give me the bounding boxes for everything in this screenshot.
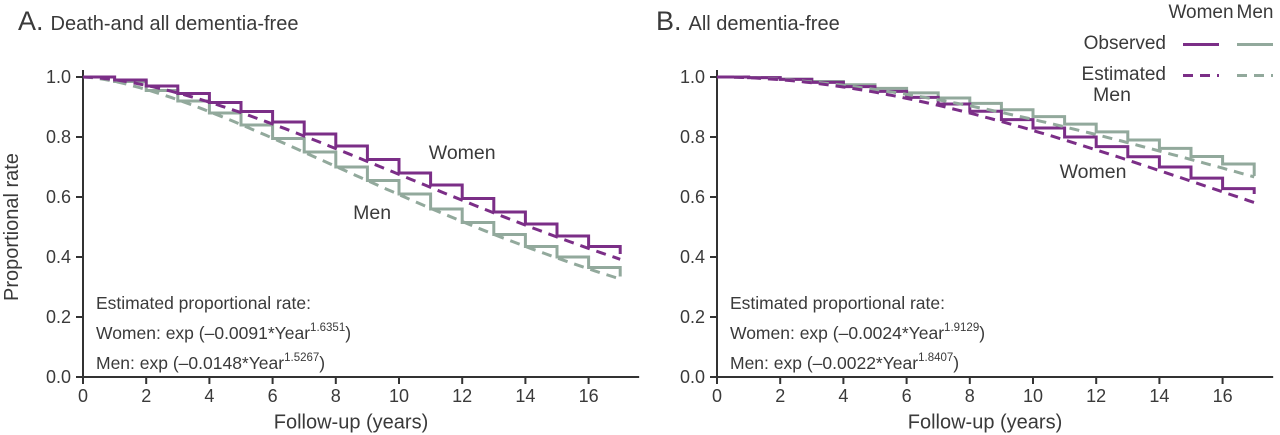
panel-a-men-formula-exponent: 1.5267 <box>284 351 320 364</box>
women-estimated-line <box>717 75 1255 204</box>
panel-a-men-formula-text: Men: exp (–0.0148*Year <box>96 352 285 373</box>
x-tick-label: 16 <box>1213 386 1233 406</box>
panel-a-men-formula-close: ) <box>319 352 326 373</box>
x-tick-label: 4 <box>838 386 848 406</box>
legend-women-observed-swatch <box>1183 42 1219 46</box>
panel-b-title: B. All dementia-free <box>656 6 840 37</box>
y-tick-label: 0.6 <box>46 187 71 207</box>
panel-b-men-formula: Men: exp (–0.0022*Year1.8407) <box>730 346 985 376</box>
y-tick-label: 0.0 <box>680 367 705 387</box>
panel-b-annotation-title: Estimated proportional rate: <box>730 293 945 313</box>
panel-b-title-text: All dementia-free <box>688 13 840 35</box>
men-observed-line <box>717 75 1256 176</box>
panel-a-title-text: Death-and all dementia-free <box>50 13 299 35</box>
panel-a-men-formula: Men: exp (–0.0148*Year1.5267) <box>96 346 351 376</box>
panel-b-women-formula-text: Women: exp (–0.0024*Year <box>730 322 945 343</box>
x-tick-label: 4 <box>204 386 214 406</box>
legend-header-women: Women <box>1168 2 1234 23</box>
panel-a-letter: A. <box>18 6 44 36</box>
panel-a-women-formula: Women: exp (–0.0091*Year1.6351) <box>96 316 351 346</box>
x-tick-label: 6 <box>268 386 278 406</box>
legend-row-estimated-label: Estimated <box>1081 64 1166 85</box>
panel-b-women-formula-close: ) <box>979 322 986 343</box>
x-tick-label: 16 <box>579 386 599 406</box>
panel-a-title: A. Death-and all dementia-free <box>18 6 298 37</box>
panel-b-letter: B. <box>656 6 682 36</box>
y-tick-label: 0.8 <box>680 127 705 147</box>
x-tick-label: 12 <box>452 386 472 406</box>
series-label-men: Men <box>353 202 391 224</box>
women-estimated-line <box>82 75 621 261</box>
panel-a-annotation-title: Estimated proportional rate: <box>96 293 311 313</box>
panel-b-men-formula-text: Men: exp (–0.0022*Year <box>730 352 919 373</box>
women-observed-line <box>83 75 622 254</box>
panel-b-women-formula-exponent: 1.9129 <box>944 322 980 334</box>
legend-men-observed-swatch <box>1237 42 1273 46</box>
panel-a-plot: 0.0 0.2 0.4 0.6 0.8 1.0 0 2 4 6 8 10 12 14 16 Follow-up… <box>1 67 640 434</box>
x-tick-label: 0 <box>78 386 88 406</box>
panel-b-plot: 0.0 0.2 0.4 0.6 0.8 1.0 0 2 4 6 8 10 12 14 16 Follow-up… <box>680 67 1274 434</box>
x-tick-label: 0 <box>712 386 722 406</box>
y-tick-label: 1.0 <box>46 67 71 87</box>
men-observed-line <box>83 75 622 277</box>
men-estimated-line <box>717 75 1255 179</box>
panel-a-women-formula-close: ) <box>345 322 352 343</box>
panel-b-men-formula-exponent: 1.8407 <box>918 351 954 364</box>
y-tick-label: 0.0 <box>46 367 71 387</box>
x-tick-label: 2 <box>775 386 785 406</box>
legend-women-estimated-swatch <box>1183 73 1219 77</box>
panel-a-women-formula-exponent: 1.6351 <box>310 322 346 334</box>
x-tick-label: 6 <box>902 386 912 406</box>
x-tick-label: 10 <box>1023 386 1043 406</box>
legend-men-estimated-swatch <box>1237 73 1273 77</box>
x-axis-label: Follow-up (years) <box>908 412 1062 434</box>
x-tick-label: 14 <box>1149 386 1169 406</box>
panel-b-men-formula-close: ) <box>953 352 960 373</box>
men-estimated-line <box>82 75 621 281</box>
panel-a-women-formula-text: Women: exp (–0.0091*Year <box>96 322 311 343</box>
y-tick-label: 0.4 <box>46 247 71 267</box>
panel-a-annotation: Estimated proportional rate: Women: exp … <box>96 290 351 376</box>
x-tick-label: 8 <box>331 386 341 406</box>
y-tick-label: 0.2 <box>46 307 71 327</box>
legend-header-men: Men <box>1236 2 1274 23</box>
x-tick-label: 10 <box>389 386 409 406</box>
legend: Women Men Observed Estimated <box>1082 2 1274 86</box>
y-axis-label: Proportional rate <box>1 153 23 301</box>
x-tick-label: 14 <box>515 386 535 406</box>
y-tick-label: 0.6 <box>680 187 705 207</box>
y-tick-label: 0.4 <box>680 247 705 267</box>
y-tick-label: 0.2 <box>680 307 705 327</box>
y-tick-label: 1.0 <box>680 67 705 87</box>
x-tick-label: 2 <box>141 386 151 406</box>
women-observed-line <box>717 75 1256 194</box>
y-tick-label: 0.8 <box>46 127 71 147</box>
panel-b-annotation: Estimated proportional rate: Women: exp … <box>730 290 985 376</box>
series-label-women: Women <box>1060 161 1127 183</box>
panel-b-women-formula: Women: exp (–0.0024*Year1.9129) <box>730 316 985 346</box>
x-tick-label: 8 <box>965 386 975 406</box>
series-label-women: Women <box>429 142 496 164</box>
legend-row-observed-label: Observed <box>1083 33 1166 54</box>
series-label-men: Men <box>1093 84 1131 106</box>
x-axis-label: Follow-up (years) <box>274 412 428 434</box>
x-tick-label: 12 <box>1086 386 1106 406</box>
